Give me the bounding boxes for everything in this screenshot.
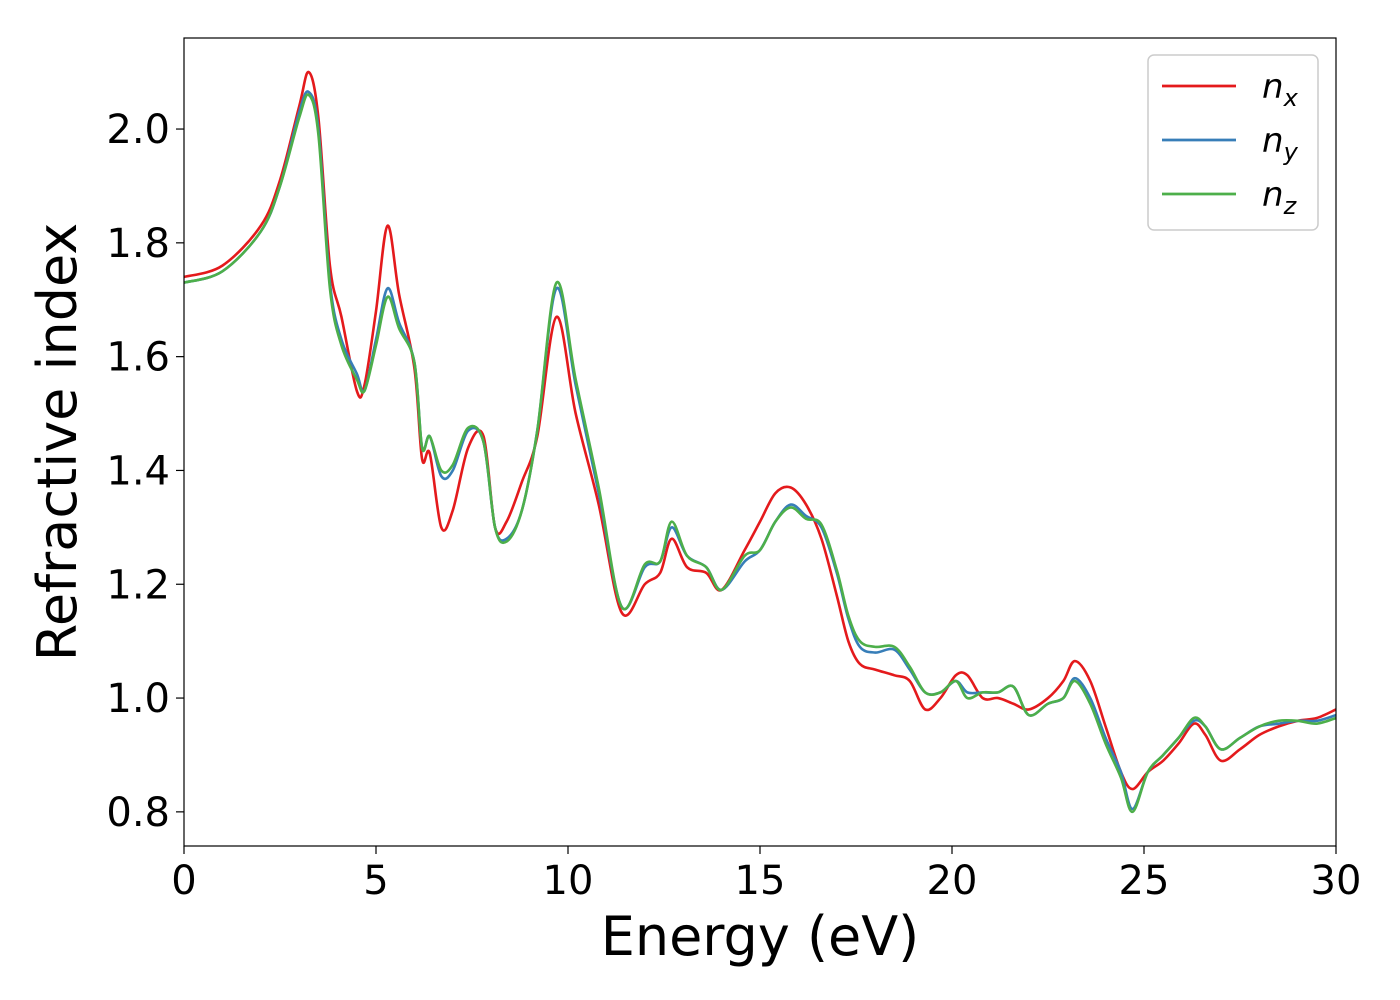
- x-tick-label: 10: [543, 858, 594, 904]
- legend-label-y: ny: [1262, 121, 1299, 166]
- legend-label-x: nx: [1262, 67, 1299, 112]
- x-axis-title: Energy (eV): [601, 905, 920, 968]
- y-tick-label: 0.8: [106, 790, 170, 836]
- y-tick-label: 1.6: [106, 335, 170, 381]
- x-tick-label: 5: [363, 858, 388, 904]
- y-tick-label: 1.2: [106, 562, 170, 608]
- x-tick-label: 20: [927, 858, 978, 904]
- legend: nx ny nz: [1147, 54, 1319, 231]
- y-tick-label: 1.0: [106, 676, 170, 722]
- series-layer: [184, 70, 1336, 814]
- series-line-z: [184, 93, 1336, 814]
- y-axis: 0.8 1.0 1.2 1.4 1.6 1.8 2.0: [106, 107, 184, 836]
- x-tick-label: 25: [1119, 858, 1170, 904]
- legend-box: [1147, 54, 1319, 231]
- x-tick-label: 0: [171, 858, 196, 904]
- y-tick-label: 1.8: [106, 221, 170, 267]
- y-tick-label: 1.4: [106, 448, 170, 494]
- x-axis: 0 5 10 15 20 25 30: [171, 846, 1361, 904]
- x-tick-label: 15: [735, 858, 786, 904]
- x-tick-label: 30: [1311, 858, 1362, 904]
- plot-background: [184, 38, 1336, 846]
- legend-label-z: nz: [1262, 175, 1298, 220]
- y-tick-label: 2.0: [106, 107, 170, 153]
- y-axis-title: Refractive index: [26, 223, 89, 662]
